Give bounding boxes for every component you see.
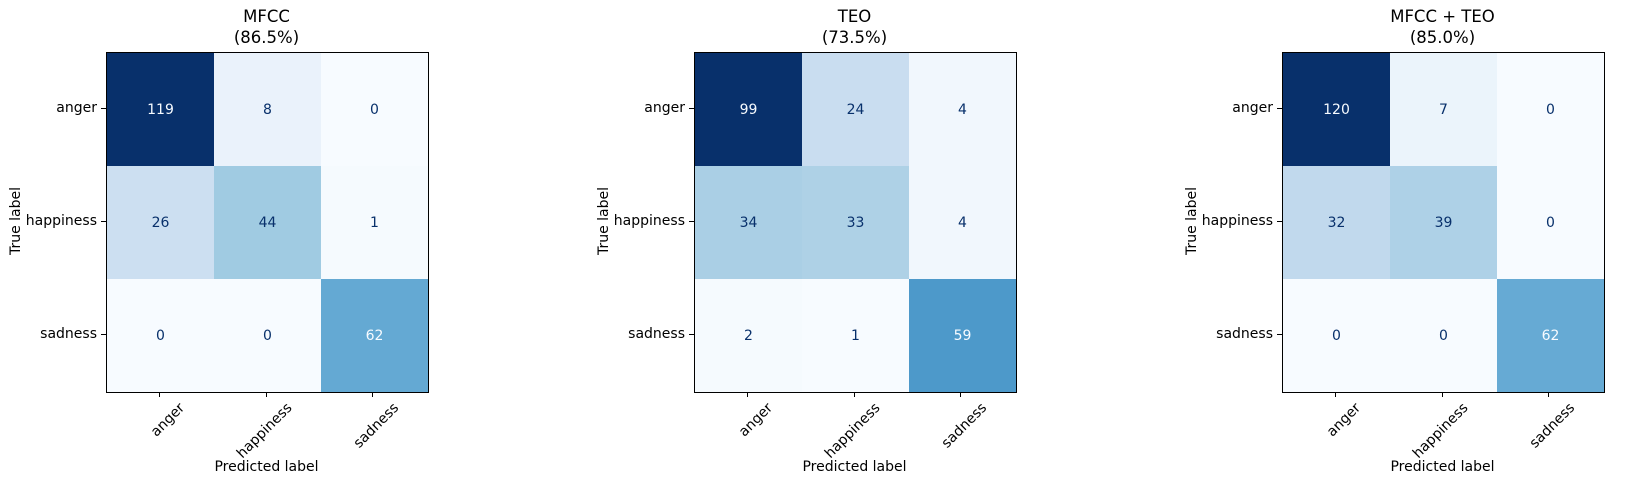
matrix-cell: 99: [695, 53, 802, 166]
x-tick-label-anger: anger: [1324, 400, 1365, 441]
x-axis-label: Predicted label: [1390, 459, 1495, 475]
matrix-cell: 8: [214, 53, 321, 166]
y-tick-label-anger: anger: [644, 100, 685, 116]
plot-title: TEO (73.5%): [694, 6, 1015, 48]
matrix-cell: 1: [802, 279, 909, 392]
subplot-teo: TEO (73.5%) True label anger happiness s…: [588, 0, 1148, 490]
confusion-matrix-grid: 119 8 0 26 44 1 0 0 62: [106, 52, 429, 393]
y-tick-mark: [1277, 108, 1282, 109]
matrix-cell: 0: [1497, 166, 1604, 279]
matrix-cell: 33: [802, 166, 909, 279]
x-tick-label-happiness: happiness: [1409, 400, 1472, 462]
x-tick-label-anger: anger: [148, 400, 189, 441]
y-tick-label-happiness: happiness: [613, 213, 685, 229]
matrix-cell: 32: [1283, 166, 1390, 279]
matrix-cell: 0: [1283, 279, 1390, 392]
x-tick-label-anger: anger: [736, 400, 777, 441]
plot-title-line: MFCC: [243, 7, 290, 26]
y-tick-label-happiness: happiness: [1201, 213, 1273, 229]
x-tick-mark: [1442, 392, 1443, 397]
matrix-cell: 120: [1283, 53, 1390, 166]
matrix-cell: 0: [1390, 279, 1497, 392]
matrix-cell: 26: [107, 166, 214, 279]
y-axis-label: True label: [1184, 186, 1200, 256]
y-tick-label-anger: anger: [1232, 100, 1273, 116]
y-tick-label-happiness: happiness: [25, 213, 97, 229]
matrix-cell: 44: [214, 166, 321, 279]
confusion-matrix-grid: 99 24 4 34 33 4 2 1 59: [694, 52, 1017, 393]
plot-title: MFCC (86.5%): [106, 6, 427, 48]
plot-title-accuracy: (85.0%): [1409, 28, 1476, 47]
matrix-cell: 62: [1497, 279, 1604, 392]
y-tick-mark: [689, 221, 694, 222]
y-axis-label: True label: [8, 186, 24, 256]
y-axis-label: True label: [596, 186, 612, 256]
x-tick-label-sadness: sadness: [938, 400, 991, 452]
matrix-cell: 4: [909, 53, 1016, 166]
x-tick-mark: [1548, 392, 1549, 397]
x-tick-mark: [960, 392, 961, 397]
confusion-matrix-grid: 120 7 0 32 39 0 0 0 62: [1282, 52, 1605, 393]
y-tick-label-anger: anger: [56, 100, 97, 116]
plot-title: MFCC + TEO (85.0%): [1282, 6, 1603, 48]
y-tick-mark: [1277, 334, 1282, 335]
x-tick-mark: [1335, 392, 1336, 397]
x-axis-label: Predicted label: [214, 459, 319, 475]
plot-title-accuracy: (86.5%): [233, 28, 300, 47]
matrix-cell: 2: [695, 279, 802, 392]
x-tick-label-sadness: sadness: [350, 400, 403, 452]
y-tick-mark: [101, 334, 106, 335]
x-tick-label-happiness: happiness: [821, 400, 884, 462]
x-axis-label: Predicted label: [802, 459, 907, 475]
y-tick-mark: [101, 221, 106, 222]
matrix-cell: 0: [321, 53, 428, 166]
matrix-cell: 0: [1497, 53, 1604, 166]
matrix-cell: 24: [802, 53, 909, 166]
matrix-cell: 1: [321, 166, 428, 279]
y-tick-mark: [1277, 221, 1282, 222]
y-tick-label-sadness: sadness: [1216, 326, 1273, 342]
y-tick-mark: [689, 108, 694, 109]
matrix-cell: 119: [107, 53, 214, 166]
x-tick-label-sadness: sadness: [1526, 400, 1579, 452]
matrix-cell: 59: [909, 279, 1016, 392]
matrix-cell: 62: [321, 279, 428, 392]
matrix-cell: 39: [1390, 166, 1497, 279]
x-tick-mark: [266, 392, 267, 397]
plot-title-line: TEO: [837, 7, 872, 26]
y-tick-label-sadness: sadness: [628, 326, 685, 342]
subplot-mfcc: MFCC (86.5%) True label anger happiness …: [0, 0, 560, 490]
y-tick-mark: [101, 108, 106, 109]
matrix-cell: 0: [107, 279, 214, 392]
x-tick-mark: [372, 392, 373, 397]
x-tick-mark: [747, 392, 748, 397]
plot-title-accuracy: (73.5%): [821, 28, 888, 47]
matrix-cell: 0: [214, 279, 321, 392]
x-tick-mark: [854, 392, 855, 397]
y-tick-mark: [689, 334, 694, 335]
matrix-cell: 34: [695, 166, 802, 279]
plot-title-line: MFCC + TEO: [1390, 7, 1495, 26]
matrix-cell: 7: [1390, 53, 1497, 166]
x-tick-mark: [159, 392, 160, 397]
x-tick-label-happiness: happiness: [233, 400, 296, 462]
y-tick-label-sadness: sadness: [40, 326, 97, 342]
subplot-mfcc-plus-teo: MFCC + TEO (85.0%) True label anger happ…: [1176, 0, 1639, 490]
matrix-cell: 4: [909, 166, 1016, 279]
